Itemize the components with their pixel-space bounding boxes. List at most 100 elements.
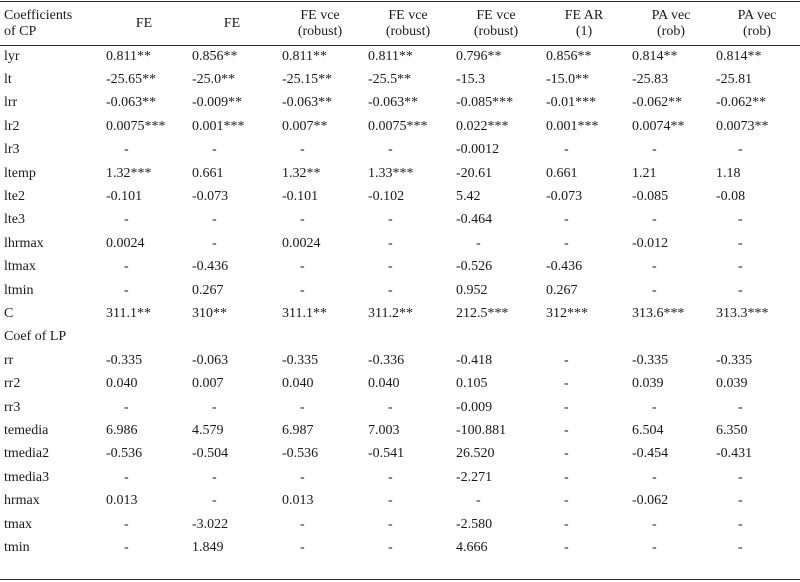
table-cell: 0.661 <box>546 165 578 181</box>
table-cell: - <box>388 539 393 555</box>
table-cell: -0.009** <box>192 95 243 111</box>
table-cell: -0.526 <box>456 259 493 275</box>
table-cell: - <box>124 516 129 532</box>
table-cell: -0.102 <box>368 189 405 205</box>
table-cell: 7.003 <box>368 422 400 438</box>
table-cell: 0.0024 <box>106 235 145 251</box>
table-cell: 0.0075*** <box>368 118 428 134</box>
row-label: C <box>4 305 14 321</box>
table-cell: - <box>300 539 305 555</box>
table-cell: -0.335 <box>282 352 319 368</box>
row-label: Coef of LP <box>4 329 67 345</box>
header-line: (rob) <box>743 23 771 39</box>
table-cell: -25.15** <box>282 72 333 88</box>
table-row: ltemp 1.32*** 0.661 1.32** 1.33*** -20.61 0.66… <box>0 162 800 185</box>
table-cell: - <box>564 399 569 415</box>
header-cell-col-2: FE <box>188 2 276 45</box>
table-cell: 0.856** <box>546 48 592 64</box>
row-label: rr3 <box>4 399 21 415</box>
table-cell: -0.536 <box>106 446 143 462</box>
table-cell: - <box>300 516 305 532</box>
table-cell: -0.063 <box>192 352 229 368</box>
header-line: FE AR <box>564 7 604 23</box>
header-line: FE vce <box>476 7 516 23</box>
table-cell: -0.335 <box>106 352 143 368</box>
table-cell: 0.811** <box>106 48 151 64</box>
table-cell: -0.504 <box>192 446 229 462</box>
table-cell: - <box>388 282 393 298</box>
table-cell: 0.814** <box>716 48 762 64</box>
row-label: rr2 <box>4 376 21 392</box>
table-cell: -0.335 <box>716 352 753 368</box>
header-line: (rob) <box>657 23 685 39</box>
table-cell: - <box>564 142 569 158</box>
table-cell: -0.063** <box>282 95 333 111</box>
row-label: lr3 <box>4 142 20 158</box>
table-bottom-rule <box>0 579 800 580</box>
table-cell: - <box>124 259 129 275</box>
table-cell: 310** <box>192 305 227 321</box>
table-cell: 0.811** <box>282 48 327 64</box>
table-cell: - <box>212 493 217 509</box>
table-cell: 0.856** <box>192 48 238 64</box>
table-cell: 0.001*** <box>192 118 245 134</box>
table-cell: -0.062** <box>716 95 767 111</box>
table-row: lr3 - - - - -0.0012 - - - <box>0 139 800 162</box>
table-cell: - <box>124 399 129 415</box>
table-cell: -100.881 <box>456 422 507 438</box>
table-cell: 0.039 <box>632 376 664 392</box>
table-cell: - <box>388 493 393 509</box>
row-label: lr2 <box>4 118 20 134</box>
row-label: lte2 <box>4 189 25 205</box>
table-cell: 4.666 <box>456 539 488 555</box>
table-cell: - <box>652 399 657 415</box>
table-cell: - <box>738 469 743 485</box>
row-label: ltmin <box>4 282 34 298</box>
coefficients-table: Coefficients of CP FE FE FE vce (robust) FE … <box>0 2 800 560</box>
table-cell: - <box>300 212 305 228</box>
table-cell: - <box>738 399 743 415</box>
table-cell: -0.01*** <box>546 95 597 111</box>
table-cell: -0.08 <box>716 189 746 205</box>
table-cell: -25.81 <box>716 72 753 88</box>
table-cell: - <box>564 493 569 509</box>
table-header-rule <box>0 45 800 46</box>
table-row: lte3 - - - - -0.464 - - - <box>0 209 800 232</box>
row-label: lte3 <box>4 212 25 228</box>
table-row: temedia 6.986 4.579 6.987 7.003 -100.881 - 6.50… <box>0 419 800 442</box>
table-cell: 0.0073** <box>716 118 769 134</box>
table-cell: 1.21 <box>632 165 657 181</box>
table-cell: 26.520 <box>456 446 495 462</box>
table-cell: - <box>652 516 657 532</box>
table-cell: - <box>652 212 657 228</box>
table-cell: 0.796** <box>456 48 502 64</box>
table-row: lt -25.65** -25.0** -25.15** -25.5** -15.3 -15… <box>0 68 800 91</box>
header-cell-col-5: FE vce (robust) <box>452 2 540 45</box>
table-cell: - <box>212 235 217 251</box>
table-cell: 5.42 <box>456 189 481 205</box>
row-label: lyr <box>4 48 20 64</box>
table-cell: - <box>124 469 129 485</box>
row-label: lrr <box>4 95 18 111</box>
table-cell: - <box>300 399 305 415</box>
table-cell: - <box>738 259 743 275</box>
header-cell-col-4: FE vce (robust) <box>364 2 452 45</box>
table-cell: 0.0074** <box>632 118 685 134</box>
table-cell: -0.418 <box>456 352 493 368</box>
table-cell: - <box>124 539 129 555</box>
table-cell: -2.580 <box>456 516 493 532</box>
table-cell <box>540 326 628 349</box>
row-label: tmin <box>4 539 30 555</box>
table-row: lrr -0.063** -0.009** -0.063** -0.063** -0.08… <box>0 92 800 115</box>
row-label: ltmax <box>4 259 36 275</box>
table-cell: -20.61 <box>456 165 493 181</box>
table-cell: - <box>212 142 217 158</box>
header-cell-col-7: PA vec (rob) <box>628 2 714 45</box>
table-cell: 6.350 <box>716 422 748 438</box>
table-cell: -0.012 <box>632 235 669 251</box>
table-cell: - <box>388 235 393 251</box>
table-cell: 0.814** <box>632 48 678 64</box>
table-cell: - <box>300 259 305 275</box>
table-cell: - <box>564 235 569 251</box>
table-cell: - <box>388 212 393 228</box>
